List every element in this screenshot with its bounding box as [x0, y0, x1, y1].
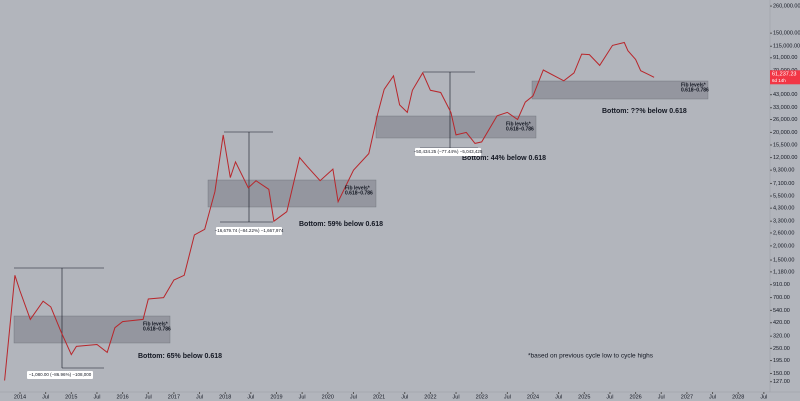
x-tick-label: Jul: [504, 394, 511, 400]
y-tick-label: 150,000.00: [773, 31, 800, 37]
fib-label: 0.618–0.786: [506, 126, 534, 132]
y-tick-label: 2,600.00: [773, 230, 794, 236]
x-tick-label: 2017: [168, 394, 180, 400]
y-tick-label: 15,500.00: [773, 142, 797, 148]
x-tick-label: Jul: [658, 394, 665, 400]
x-tick-label: 2025: [578, 394, 590, 400]
y-tick-label: 420.00: [773, 320, 790, 326]
x-tick-label: Jul: [709, 394, 716, 400]
y-tick-label: 250.00: [773, 346, 790, 352]
annotation: Bottom: 44% below 0.618: [462, 155, 546, 162]
x-tick-label: 2026: [629, 394, 641, 400]
x-tick-label: 2024: [527, 394, 539, 400]
y-tick-label: 1,180.00: [773, 269, 794, 275]
fib-zone: [13, 315, 171, 344]
x-tick-label: Jul: [453, 394, 460, 400]
y-tick-label: 700.00: [773, 295, 790, 301]
fib-label: Fib levels*: [681, 82, 706, 88]
measure-label: −50,434.25 (−77.44%) −5,043,425: [414, 149, 483, 154]
x-tick-label: 2028: [732, 394, 744, 400]
annotation: Bottom: 65% below 0.618: [138, 353, 222, 360]
y-tick-label: 2,000.00: [773, 243, 794, 249]
fib-label: Fib levels*: [143, 321, 168, 327]
x-tick-label: 2027: [681, 394, 693, 400]
y-tick-label: 5,500.00: [773, 193, 794, 199]
y-tick-label: 26,000.00: [773, 117, 797, 123]
fib-zones: [13, 80, 709, 344]
fib-zone: [207, 179, 377, 208]
y-tick-label: 3,300.00: [773, 219, 794, 225]
annotation: Bottom: 59% below 0.618: [299, 221, 383, 228]
x-tick-label: Jul: [145, 394, 152, 400]
x-tick-label: 2023: [476, 394, 488, 400]
y-tick-label: 33,000.00: [773, 105, 797, 111]
fib-label: 0.618–0.786: [345, 190, 373, 196]
price-label-bg: [770, 70, 800, 85]
y-tick-label: 540.00: [773, 308, 790, 314]
x-tick-label: 2016: [116, 394, 128, 400]
x-tick-label: Jul: [401, 394, 408, 400]
x-tick-label: 2021: [373, 394, 385, 400]
y-tick-label: 115,000.00: [773, 44, 800, 50]
fib-label: 0.618–0.786: [681, 87, 709, 93]
fib-label: Fib levels*: [506, 121, 531, 127]
x-tick-label: Jul: [247, 394, 254, 400]
annotation: *based on previous cycle low to cycle hi…: [528, 353, 654, 360]
x-tick-label: Jul: [299, 394, 306, 400]
y-tick-label: 320.00: [773, 334, 790, 340]
y-tick-label: 195.00: [773, 358, 790, 364]
y-tick-label: 12,000.00: [773, 155, 797, 161]
annotation: Bottom: ??% below 0.618: [602, 108, 687, 115]
x-tick-label: Jul: [606, 394, 613, 400]
fib-label: 0.618–0.786: [143, 326, 171, 332]
x-tick-label: 2019: [270, 394, 282, 400]
y-tick-label: 20,000.00: [773, 130, 797, 136]
y-tick-label: 910.00: [773, 282, 790, 288]
price-label: 61,237.23: [772, 72, 796, 78]
fib-zone: [531, 80, 709, 100]
x-tick-label: Jul: [555, 394, 562, 400]
x-tick-label: 2020: [322, 394, 334, 400]
x-tick-label: 2014: [14, 394, 26, 400]
fib-zone: [375, 115, 537, 139]
y-tick-label: 43,000.00: [773, 92, 797, 98]
y-tick-label: 260,000.00: [773, 4, 800, 10]
countdown: 6d 14h: [772, 78, 786, 83]
measure-label: −1,080.00 (−86.96%) −108,000: [29, 372, 92, 377]
measure-label-bg: [216, 227, 282, 235]
measure-label: −16,679.74 (−84.22%) −1,667,974: [215, 228, 284, 233]
y-tick-label: 91,000.00: [773, 55, 797, 61]
price-line: [4, 41, 655, 381]
measure-label-bg: [27, 371, 93, 379]
y-tick-label: 4,300.00: [773, 206, 794, 212]
x-tick-label: 2015: [65, 394, 77, 400]
x-tick-label: 2018: [219, 394, 231, 400]
y-tick-label: 127.00: [773, 379, 790, 385]
measure-label-bg: [415, 148, 481, 156]
fib-label: Fib levels*: [345, 185, 370, 191]
x-tick-label: Jul: [350, 394, 357, 400]
y-tick-label: 9,300.00: [773, 168, 794, 174]
y-tick-label: 150.00: [773, 371, 790, 377]
x-tick-label: Jul: [196, 394, 203, 400]
y-tick-label: 1,500.00: [773, 257, 794, 263]
x-tick-label: Jul: [93, 394, 100, 400]
x-tick-label: 2022: [424, 394, 436, 400]
x-tick-label: Jul: [760, 394, 767, 400]
x-tick-label: Jul: [42, 394, 49, 400]
y-tick-label: 7,100.00: [773, 181, 794, 187]
